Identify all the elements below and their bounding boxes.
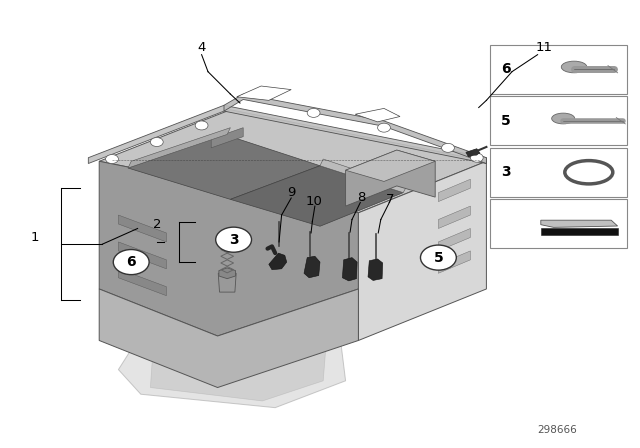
Circle shape bbox=[106, 155, 118, 164]
Polygon shape bbox=[99, 161, 358, 336]
Circle shape bbox=[420, 245, 456, 270]
Text: 3: 3 bbox=[228, 233, 239, 247]
Polygon shape bbox=[269, 253, 287, 270]
Polygon shape bbox=[438, 228, 470, 251]
Polygon shape bbox=[342, 258, 357, 281]
FancyBboxPatch shape bbox=[490, 199, 627, 248]
Circle shape bbox=[216, 227, 252, 252]
Polygon shape bbox=[368, 259, 383, 280]
Polygon shape bbox=[541, 220, 618, 228]
Polygon shape bbox=[237, 86, 291, 100]
Text: 9: 9 bbox=[287, 186, 296, 199]
Circle shape bbox=[442, 143, 454, 152]
Text: 7: 7 bbox=[386, 193, 395, 206]
Polygon shape bbox=[128, 128, 230, 168]
Circle shape bbox=[113, 250, 149, 275]
Polygon shape bbox=[358, 161, 486, 340]
Polygon shape bbox=[320, 159, 406, 193]
Text: 5: 5 bbox=[500, 114, 511, 128]
FancyBboxPatch shape bbox=[490, 96, 627, 145]
Polygon shape bbox=[218, 273, 236, 292]
Polygon shape bbox=[230, 166, 403, 226]
Polygon shape bbox=[118, 215, 166, 242]
Polygon shape bbox=[438, 179, 470, 202]
Polygon shape bbox=[541, 228, 618, 236]
Polygon shape bbox=[438, 251, 470, 273]
Polygon shape bbox=[466, 149, 480, 157]
Circle shape bbox=[150, 138, 163, 146]
Circle shape bbox=[378, 123, 390, 132]
Circle shape bbox=[307, 108, 320, 117]
Text: 11: 11 bbox=[536, 40, 552, 54]
Text: 6: 6 bbox=[126, 255, 136, 269]
Text: 1: 1 bbox=[31, 231, 40, 244]
Polygon shape bbox=[224, 94, 486, 164]
Text: 10: 10 bbox=[305, 195, 322, 208]
Polygon shape bbox=[118, 242, 166, 269]
Text: 4: 4 bbox=[197, 40, 206, 54]
Polygon shape bbox=[304, 256, 320, 278]
Polygon shape bbox=[88, 105, 486, 164]
Text: 5: 5 bbox=[433, 250, 444, 265]
Polygon shape bbox=[355, 108, 400, 122]
Polygon shape bbox=[346, 150, 435, 206]
Ellipse shape bbox=[561, 61, 587, 73]
Polygon shape bbox=[99, 110, 486, 213]
Text: 3: 3 bbox=[500, 165, 511, 179]
Text: 8: 8 bbox=[357, 190, 366, 204]
Polygon shape bbox=[118, 309, 346, 408]
FancyBboxPatch shape bbox=[490, 148, 627, 197]
Polygon shape bbox=[99, 289, 358, 388]
Polygon shape bbox=[438, 206, 470, 228]
Polygon shape bbox=[128, 134, 320, 199]
Text: 6: 6 bbox=[500, 62, 511, 76]
Polygon shape bbox=[150, 323, 326, 401]
Text: 2: 2 bbox=[152, 217, 161, 231]
Circle shape bbox=[470, 153, 483, 162]
Polygon shape bbox=[211, 128, 243, 148]
Text: 298666: 298666 bbox=[537, 426, 577, 435]
Polygon shape bbox=[219, 268, 236, 279]
Polygon shape bbox=[346, 150, 435, 181]
Ellipse shape bbox=[552, 113, 575, 124]
FancyBboxPatch shape bbox=[490, 45, 627, 94]
Polygon shape bbox=[118, 269, 166, 296]
Circle shape bbox=[195, 121, 208, 130]
